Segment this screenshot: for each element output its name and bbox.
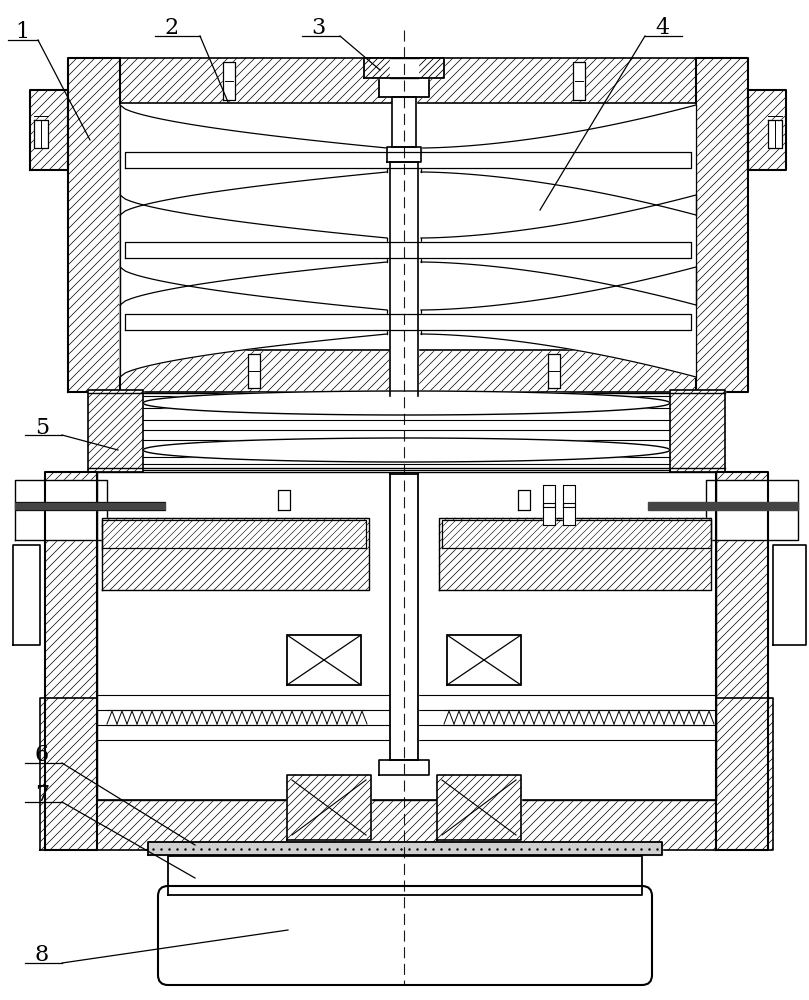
Polygon shape xyxy=(387,147,421,162)
Polygon shape xyxy=(13,545,40,645)
Polygon shape xyxy=(120,195,387,305)
Text: 4: 4 xyxy=(655,17,669,39)
Polygon shape xyxy=(88,390,143,472)
Text: 1: 1 xyxy=(15,21,29,43)
Polygon shape xyxy=(379,77,429,97)
Polygon shape xyxy=(716,698,773,850)
Polygon shape xyxy=(15,480,107,540)
Polygon shape xyxy=(442,520,711,548)
Polygon shape xyxy=(168,856,642,895)
Polygon shape xyxy=(421,105,696,215)
Text: 3: 3 xyxy=(311,17,325,39)
Polygon shape xyxy=(120,103,696,350)
Polygon shape xyxy=(125,314,691,330)
Polygon shape xyxy=(563,503,575,525)
Polygon shape xyxy=(573,62,585,100)
Polygon shape xyxy=(421,195,696,305)
Polygon shape xyxy=(102,518,369,590)
Polygon shape xyxy=(439,518,711,590)
Polygon shape xyxy=(287,775,371,840)
Polygon shape xyxy=(648,502,798,510)
Polygon shape xyxy=(223,62,235,100)
Polygon shape xyxy=(390,58,418,78)
Polygon shape xyxy=(390,474,418,760)
Text: 6: 6 xyxy=(35,744,49,766)
Polygon shape xyxy=(30,90,68,170)
Text: 2: 2 xyxy=(165,17,179,39)
Polygon shape xyxy=(543,485,555,507)
Polygon shape xyxy=(120,350,696,392)
Polygon shape xyxy=(706,480,798,540)
Polygon shape xyxy=(125,242,691,258)
Polygon shape xyxy=(248,354,260,388)
Polygon shape xyxy=(120,267,387,377)
Polygon shape xyxy=(563,485,575,507)
Polygon shape xyxy=(748,90,786,170)
Polygon shape xyxy=(97,472,716,800)
Polygon shape xyxy=(40,698,97,850)
Polygon shape xyxy=(364,58,444,78)
Polygon shape xyxy=(421,267,696,377)
Polygon shape xyxy=(444,710,706,725)
Polygon shape xyxy=(102,520,366,548)
Polygon shape xyxy=(143,391,670,415)
Polygon shape xyxy=(696,58,748,392)
FancyBboxPatch shape xyxy=(158,886,652,985)
Polygon shape xyxy=(34,120,48,148)
Polygon shape xyxy=(125,152,691,168)
Polygon shape xyxy=(392,97,416,147)
Polygon shape xyxy=(768,120,782,148)
Text: 7: 7 xyxy=(35,784,49,806)
Polygon shape xyxy=(773,545,806,645)
Polygon shape xyxy=(278,490,290,510)
Polygon shape xyxy=(548,354,560,388)
Polygon shape xyxy=(143,438,670,462)
Polygon shape xyxy=(390,162,418,396)
Polygon shape xyxy=(447,635,521,685)
Polygon shape xyxy=(287,635,361,685)
Polygon shape xyxy=(68,58,120,392)
Polygon shape xyxy=(148,842,662,855)
Polygon shape xyxy=(120,105,387,215)
Polygon shape xyxy=(15,502,165,510)
Polygon shape xyxy=(379,760,429,775)
Polygon shape xyxy=(437,775,521,840)
Polygon shape xyxy=(518,490,530,510)
Polygon shape xyxy=(716,472,768,850)
Text: 8: 8 xyxy=(35,944,49,966)
Polygon shape xyxy=(670,390,725,472)
Polygon shape xyxy=(45,472,97,850)
Polygon shape xyxy=(543,503,555,525)
Polygon shape xyxy=(107,710,364,725)
Polygon shape xyxy=(120,58,696,103)
Polygon shape xyxy=(97,800,716,850)
Text: 5: 5 xyxy=(35,417,49,439)
